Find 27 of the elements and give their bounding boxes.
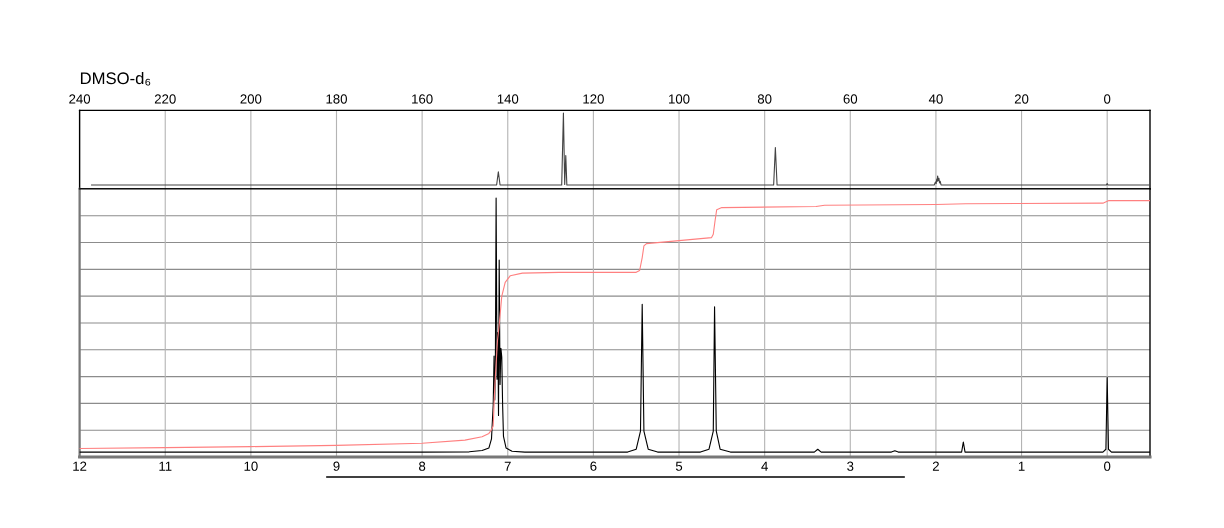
x-tick-label: 20 bbox=[1014, 94, 1029, 104]
x-tick-label: 9 bbox=[333, 461, 340, 471]
x-tick-label: 6 bbox=[590, 461, 597, 471]
x-tick-label: 0 bbox=[1104, 94, 1111, 104]
x-tick-label: 180 bbox=[326, 94, 347, 104]
x-tick-label: 1 bbox=[1018, 461, 1025, 471]
x-tick-label: 8 bbox=[419, 461, 426, 471]
x-tick-label: 10 bbox=[244, 461, 258, 471]
x-tick-label: 240 bbox=[69, 94, 91, 104]
x-tick-label: 11 bbox=[159, 461, 172, 471]
x-tick-label: 4 bbox=[761, 461, 768, 471]
x-tick-label: 7 bbox=[504, 461, 511, 471]
x-tick-label: 2 bbox=[932, 461, 939, 471]
x-tick-label: 60 bbox=[843, 94, 858, 104]
x-tick-label: 140 bbox=[497, 94, 519, 104]
x-tick-label: 220 bbox=[154, 94, 176, 104]
x-tick-label: 40 bbox=[928, 94, 943, 104]
chart-title: DMSO-d₆ bbox=[80, 71, 151, 86]
x-tick-label: 3 bbox=[847, 461, 854, 471]
x-tick-label: 12 bbox=[73, 461, 87, 471]
x-tick-label: 5 bbox=[675, 461, 683, 471]
x-tick-label: 100 bbox=[669, 94, 690, 104]
x-tick-label: 200 bbox=[240, 94, 262, 104]
x-tick-label: 80 bbox=[757, 94, 772, 104]
x-tick-label: 120 bbox=[583, 94, 604, 104]
x-tick-label: 160 bbox=[412, 94, 433, 104]
x-tick-label: 0 bbox=[1104, 461, 1111, 471]
